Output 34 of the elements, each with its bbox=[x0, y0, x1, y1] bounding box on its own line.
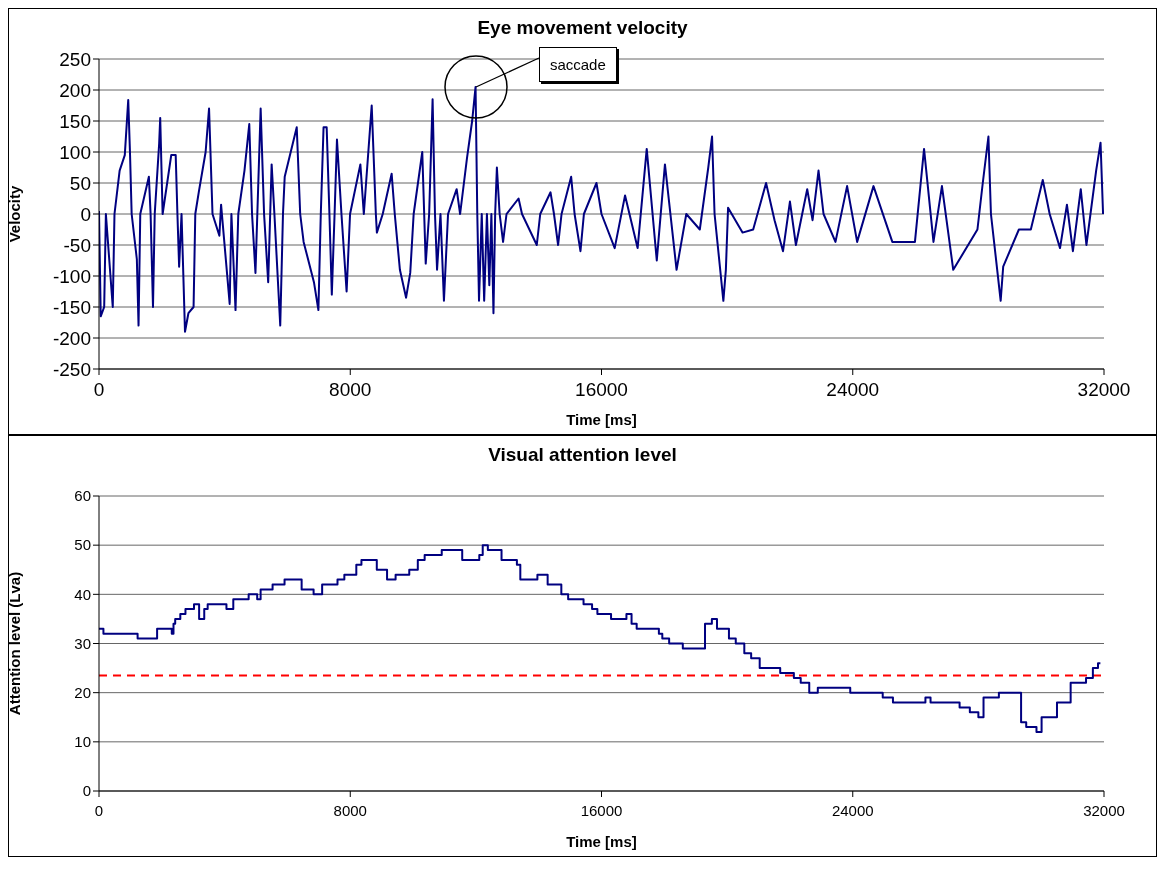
y-tick-label: -200 bbox=[52, 327, 91, 349]
y-tick-label: 20 bbox=[74, 683, 91, 701]
y-tick-label: 30 bbox=[74, 634, 91, 652]
x-tick-label: 8000 bbox=[333, 801, 367, 819]
chart-title: Visual attention level bbox=[487, 444, 678, 466]
y-tick-label: 50 bbox=[74, 536, 91, 554]
chart-title: Eye movement velocity bbox=[476, 17, 689, 39]
y-tick-label: -100 bbox=[52, 265, 91, 287]
x-tick-label: 8000 bbox=[329, 379, 372, 401]
x-tick-label: 32000 bbox=[1077, 379, 1131, 401]
y-tick-label: 60 bbox=[74, 487, 91, 505]
y-tick-label: 40 bbox=[74, 585, 91, 603]
x-tick-label: 0 bbox=[94, 801, 104, 819]
y-tick-label: 150 bbox=[59, 110, 91, 132]
x-axis-title: Time [ms] bbox=[566, 833, 637, 850]
x-axis-title: Time [ms] bbox=[566, 411, 637, 428]
x-tick-label: 24000 bbox=[826, 379, 880, 401]
y-tick-label: -50 bbox=[63, 234, 91, 256]
y-tick-label: -150 bbox=[52, 296, 91, 318]
y-tick-label: 0 bbox=[80, 203, 91, 225]
y-tick-label: 250 bbox=[59, 48, 91, 70]
y-tick-label: 50 bbox=[69, 172, 91, 194]
y-tick-label: 0 bbox=[82, 782, 91, 800]
x-tick-label: 32000 bbox=[1083, 801, 1125, 819]
x-tick-label: 24000 bbox=[831, 801, 874, 819]
annotation: saccade bbox=[538, 46, 617, 82]
y-tick-label: 100 bbox=[59, 141, 91, 163]
y-tick-label: -250 bbox=[52, 358, 91, 380]
y-axis-title: Velocity bbox=[6, 185, 24, 243]
y-tick-label: 200 bbox=[59, 79, 91, 101]
y-tick-label: 10 bbox=[74, 733, 91, 751]
x-tick-label: 16000 bbox=[575, 379, 628, 401]
x-tick-label: 16000 bbox=[580, 801, 623, 819]
y-axis-title: Attention level (Lva) bbox=[6, 571, 24, 716]
